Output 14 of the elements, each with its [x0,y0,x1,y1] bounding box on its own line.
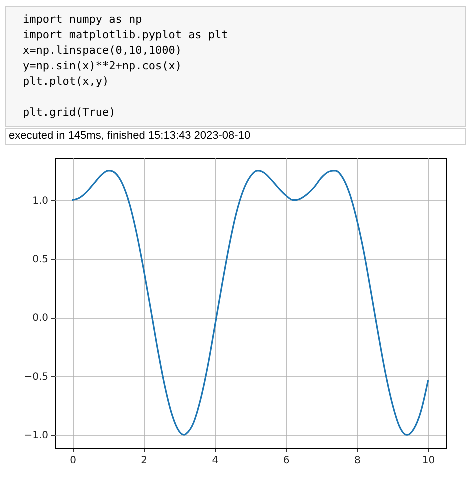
text: import numpy as np import matplotlib.pyplot as plt x=np.linspace(0,10,1000) y=np.sin(x)**2+np.cos(x) plt.plot(x,y) plt.grid(True) [23,13,228,119]
line-series [72,170,430,436]
y-tick-label: 1.0 [32,196,48,207]
x-tick-label: 6 [283,456,290,466]
x-tick-label: 2 [141,456,148,466]
x-tick-label: 10 [422,456,436,466]
y-tick-label: −1.0 [24,430,48,442]
y-tick-label: 0.5 [32,254,48,266]
x-tick-label: 4 [212,456,219,466]
x-tick-label: 8 [354,456,361,466]
y-tick-label: 0.0 [32,313,48,324]
text: executed in 145ms, finished 15:13:43 2023-08-10 [9,130,251,142]
x-tick-label: 0 [70,456,76,466]
y-tick-label: −0.5 [24,372,48,383]
